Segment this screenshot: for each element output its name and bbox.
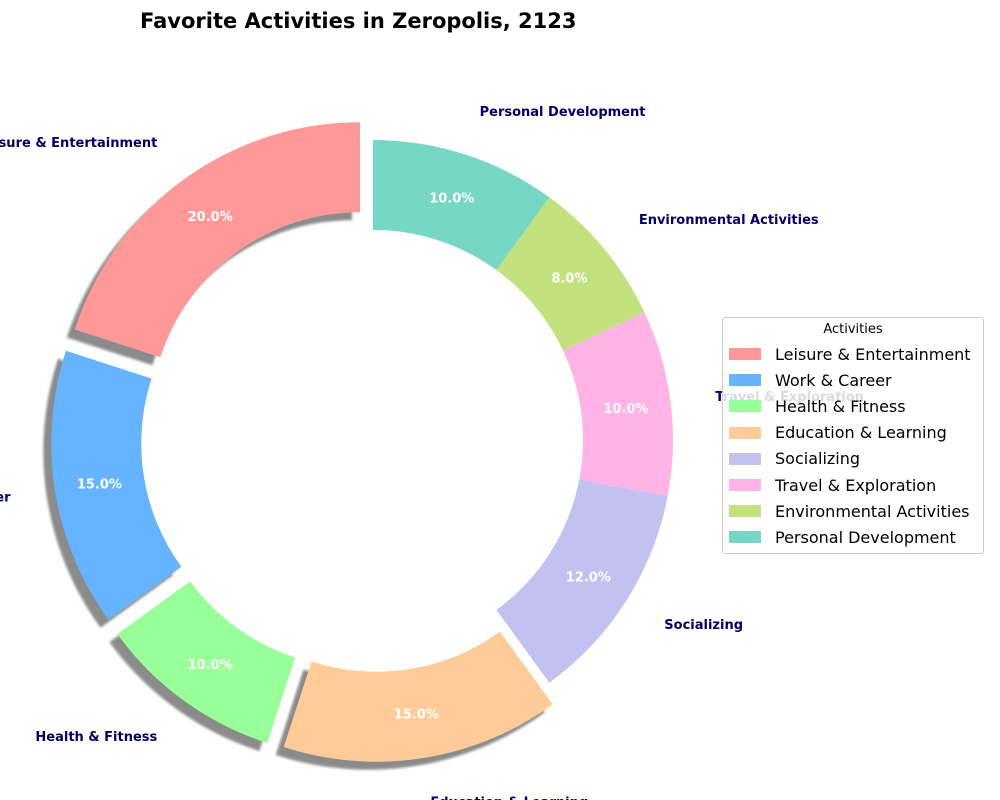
slice-label: Personal Development: [480, 105, 646, 120]
slice-travel-exploration: [563, 312, 673, 497]
legend-swatch: [729, 400, 761, 413]
legend-swatch: [729, 348, 761, 361]
slice-label: Health & Fitness: [35, 730, 157, 745]
slice-work-career: [51, 350, 182, 620]
legend-label: Environmental Activities: [775, 501, 970, 521]
slice-label: Work & Career: [0, 490, 11, 505]
legend-title: Activities: [823, 322, 883, 337]
legend-item: Education & Learning: [723, 420, 983, 446]
slice-labels: Leisure & Entertainment 20.0% Work & Caree…: [0, 105, 864, 800]
legend-item: Personal Development: [723, 524, 983, 550]
legend-label: Leisure & Entertainment: [775, 344, 971, 364]
slice-education-learning: [283, 631, 553, 762]
legend: Activities Leisure & Entertainment Work &…: [722, 317, 984, 554]
slice-label: Education & Learning: [430, 795, 588, 800]
slice-percent-label: 10.0%: [188, 658, 233, 673]
legend-swatch: [729, 531, 761, 544]
legend-item: Travel & Exploration: [723, 472, 983, 498]
legend-label: Travel & Exploration: [775, 475, 937, 495]
slice-label: Environmental Activities: [639, 213, 819, 228]
legend-label: Socializing: [775, 449, 861, 469]
chart-title: Favorite Activities in Zeropolis, 2123: [140, 9, 577, 33]
legend-label: Work & Career: [775, 370, 892, 390]
legend-items: Leisure & Entertainment Work & Career Heal…: [723, 341, 983, 551]
slice-label: Leisure & Entertainment: [0, 136, 157, 151]
legend-item: Socializing: [723, 446, 983, 472]
slice-percent-label: 8.0%: [551, 271, 587, 286]
legend-swatch: [729, 479, 761, 492]
slice-percent-label: 10.0%: [603, 402, 648, 417]
slices: [51, 122, 673, 762]
slice-percent-label: 15.0%: [77, 477, 122, 492]
slice-label: Socializing: [664, 618, 743, 633]
slice-percent-label: 20.0%: [188, 210, 233, 225]
legend-item: Work & Career: [723, 367, 983, 393]
slice-environmental-activities: [496, 197, 645, 351]
legend-item: Leisure & Entertainment: [723, 341, 983, 367]
slice-percent-label: 10.0%: [429, 191, 474, 206]
legend-swatch: [729, 505, 761, 518]
legend-item: Health & Fitness: [723, 393, 983, 419]
legend-item: Environmental Activities: [723, 498, 983, 524]
legend-swatch: [729, 426, 761, 439]
slice-socializing: [496, 479, 668, 683]
slice-percent-label: 12.0%: [566, 571, 611, 586]
legend-label: Personal Development: [775, 527, 956, 547]
legend-swatch: [729, 374, 761, 387]
slice-health-fitness: [117, 581, 296, 744]
slice-percent-label: 15.0%: [394, 708, 439, 723]
legend-label: Health & Fitness: [775, 396, 906, 416]
legend-swatch: [729, 452, 761, 465]
slice-personal-development: [373, 140, 550, 271]
slice-leisure-entertainment: [74, 122, 361, 358]
legend-label: Education & Learning: [775, 423, 947, 443]
